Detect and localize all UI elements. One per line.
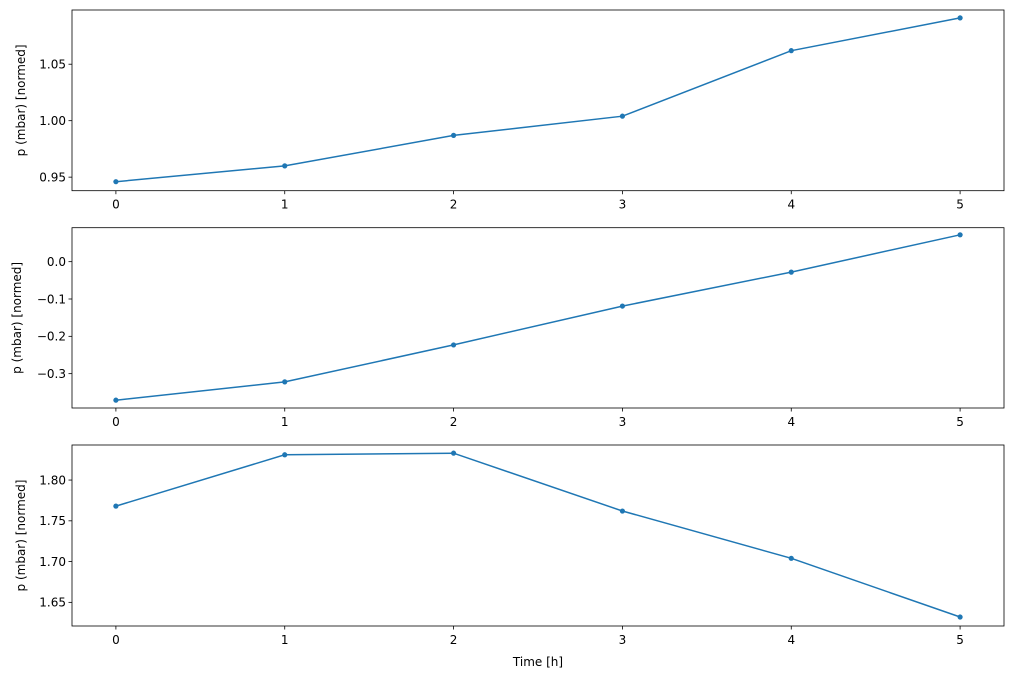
x-tick-label: 0 — [112, 415, 120, 429]
data-point — [450, 132, 457, 138]
x-tick-label: 3 — [619, 415, 627, 429]
x-tick-label: 5 — [956, 198, 964, 212]
x-tick-label: 5 — [956, 415, 964, 429]
y-tick-label: 0.95 — [39, 170, 66, 184]
y-tick-label: 1.00 — [39, 114, 66, 128]
x-tick-label: 4 — [787, 415, 795, 429]
y-tick-label: −0.2 — [37, 330, 66, 344]
data-point — [113, 179, 119, 185]
x-tick-label: 0 — [112, 633, 120, 647]
data-point — [282, 163, 288, 169]
x-tick-label: 2 — [450, 415, 458, 429]
data-point — [619, 303, 626, 309]
data-point — [282, 452, 288, 458]
data-point — [957, 614, 963, 620]
data-point — [788, 555, 794, 561]
x-tick-label: 1 — [281, 415, 289, 429]
x-tick-label: 4 — [787, 633, 795, 647]
x-tick-label: 1 — [281, 633, 289, 647]
y-tick-label: −0.1 — [37, 292, 66, 306]
data-point — [957, 232, 963, 238]
x-tick-label: 2 — [450, 633, 458, 647]
subplot-3: 0 1 2 3 4 5 1.65 1.70 1.75 1.80 p (mbar) [normed] T… — [14, 444, 1005, 669]
data-point — [788, 48, 794, 54]
y-tick-label: 1.05 — [39, 58, 66, 72]
series-line — [115, 452, 961, 618]
data-point — [450, 450, 457, 456]
x-tick-label: 1 — [281, 198, 289, 212]
data-point — [113, 503, 119, 509]
series-line — [115, 234, 961, 401]
y-tick-label: 1.70 — [39, 555, 66, 569]
x-tick-label: 5 — [956, 633, 964, 647]
axes-frame — [71, 444, 1005, 627]
subplot-2: 0 1 2 3 4 5 −0.3 −0.2 −0.1 0.0 p (mbar) [normed] — [10, 227, 1005, 429]
y-tick-label: 0.0 — [47, 255, 66, 269]
x-tick-label: 4 — [787, 198, 795, 212]
series-line — [115, 17, 961, 183]
x-tick-label: 2 — [450, 198, 458, 212]
subplot-1: 0 1 2 3 4 5 0.95 1.00 1.05 p (mbar) [normed] — [14, 9, 1005, 212]
data-point — [788, 269, 794, 275]
data-point — [450, 342, 457, 348]
x-tick-label: 0 — [112, 198, 120, 212]
data-point — [282, 379, 288, 385]
data-point — [619, 508, 626, 514]
x-axis-label: Time [h] — [512, 655, 563, 669]
data-point — [113, 397, 119, 403]
y-tick-label: 1.75 — [39, 514, 66, 528]
axes-frame — [71, 227, 1005, 409]
y-axis-label: p (mbar) [normed] — [10, 262, 24, 374]
y-tick-label: 1.65 — [39, 596, 66, 610]
data-point — [619, 113, 626, 119]
y-axis-label: p (mbar) [normed] — [14, 480, 28, 592]
y-axis-label: p (mbar) [normed] — [14, 44, 28, 156]
x-tick-label: 3 — [619, 198, 627, 212]
x-tick-label: 3 — [619, 633, 627, 647]
data-point — [957, 15, 963, 21]
y-tick-label: 1.80 — [39, 473, 66, 487]
axes-frame — [71, 9, 1005, 192]
y-tick-label: −0.3 — [37, 367, 66, 381]
